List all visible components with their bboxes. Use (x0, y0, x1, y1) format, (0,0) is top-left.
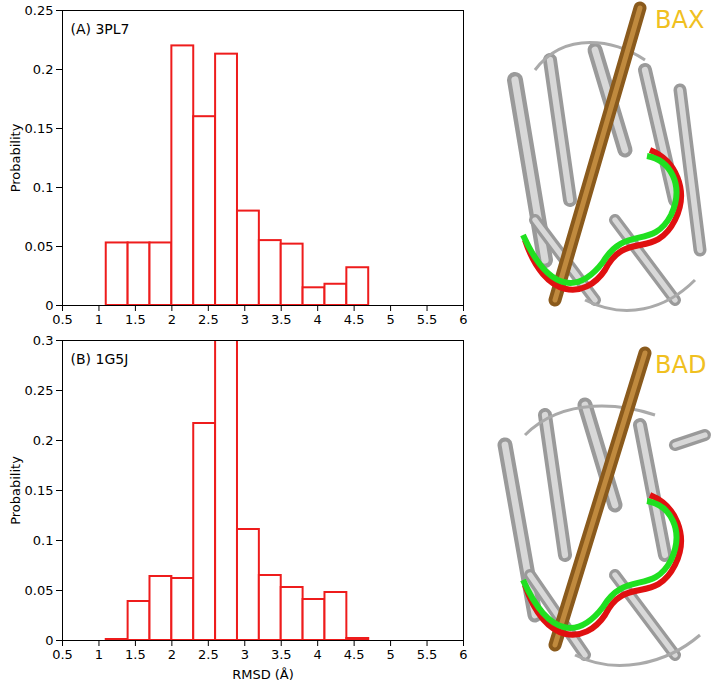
svg-text:(A) 3PL7: (A) 3PL7 (71, 21, 130, 37)
html-text:BAD: BAD (655, 351, 707, 379)
svg-text:0.05: 0.05 (25, 239, 54, 254)
svg-text:0.15: 0.15 (25, 483, 54, 498)
svg-text:0.2: 0.2 (33, 433, 54, 448)
svg-text:Probability: Probability (8, 456, 23, 525)
svg-text:5: 5 (386, 647, 394, 662)
svg-text:6: 6 (459, 312, 467, 327)
svg-text:0.25: 0.25 (25, 3, 54, 18)
svg-text:5.5: 5.5 (417, 312, 438, 327)
svg-text:1.5: 1.5 (125, 312, 146, 327)
svg-text:0: 0 (45, 298, 53, 313)
svg-text:0.5: 0.5 (52, 647, 73, 662)
svg-text:Probability: Probability (8, 123, 23, 192)
svg-text:0.1: 0.1 (33, 180, 54, 195)
svg-text:5: 5 (386, 312, 394, 327)
svg-text:4.5: 4.5 (344, 312, 365, 327)
svg-text:3.5: 3.5 (271, 647, 292, 662)
svg-text:0.3: 0.3 (33, 333, 54, 348)
svg-text:0: 0 (45, 633, 53, 648)
svg-text:3.5: 3.5 (271, 312, 292, 327)
svg-text:4.5: 4.5 (344, 647, 365, 662)
svg-text:0.05: 0.05 (25, 583, 54, 598)
svg-text:2.5: 2.5 (198, 647, 219, 662)
svg-text:6: 6 (459, 647, 467, 662)
svg-text:3: 3 (241, 647, 249, 662)
svg-text:4: 4 (314, 312, 322, 327)
svg-text:3: 3 (241, 312, 249, 327)
svg-text:1: 1 (95, 647, 103, 662)
svg-text:(B) 1G5J: (B) 1G5J (71, 351, 129, 367)
svg-text:1.5: 1.5 (125, 647, 146, 662)
html-text:BAX: BAX (655, 6, 705, 34)
svg-text:0.25: 0.25 (25, 383, 54, 398)
svg-text:2: 2 (168, 647, 176, 662)
svg-text:5.5: 5.5 (417, 647, 438, 662)
svg-text:4: 4 (314, 647, 322, 662)
svg-text:0.1: 0.1 (33, 533, 54, 548)
svg-text:0.2: 0.2 (33, 62, 54, 77)
svg-text:1: 1 (95, 312, 103, 327)
svg-text:2: 2 (168, 312, 176, 327)
svg-text:RMSD (Å): RMSD (Å) (232, 667, 294, 682)
svg-text:0.5: 0.5 (52, 312, 73, 327)
svg-text:0.15: 0.15 (25, 121, 54, 136)
svg-text:2.5: 2.5 (198, 312, 219, 327)
